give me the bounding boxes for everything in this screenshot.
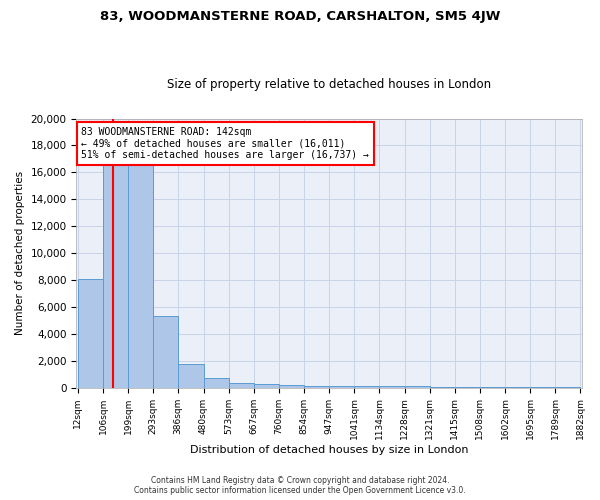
Text: 83 WOODMANSTERNE ROAD: 142sqm
← 49% of detached houses are smaller (16,011)
51% : 83 WOODMANSTERNE ROAD: 142sqm ← 49% of d…: [82, 126, 370, 160]
Bar: [254, 384, 279, 388]
Bar: [203, 378, 229, 388]
Bar: [304, 386, 329, 388]
Bar: [505, 387, 530, 388]
Bar: [279, 385, 304, 388]
Bar: [455, 387, 480, 388]
Bar: [103, 163, 128, 388]
Bar: [229, 383, 254, 388]
Text: Contains HM Land Registry data © Crown copyright and database right 2024.
Contai: Contains HM Land Registry data © Crown c…: [134, 476, 466, 495]
Text: 83, WOODMANSTERNE ROAD, CARSHALTON, SM5 4JW: 83, WOODMANSTERNE ROAD, CARSHALTON, SM5 …: [100, 10, 500, 23]
Y-axis label: Number of detached properties: Number of detached properties: [15, 171, 25, 335]
Bar: [329, 386, 355, 388]
Bar: [430, 386, 455, 388]
Bar: [178, 364, 203, 388]
Bar: [128, 163, 153, 388]
Bar: [355, 386, 379, 388]
X-axis label: Distribution of detached houses by size in London: Distribution of detached houses by size …: [190, 445, 469, 455]
Bar: [480, 387, 505, 388]
Bar: [379, 386, 404, 388]
Bar: [153, 316, 178, 388]
Bar: [404, 386, 430, 388]
Bar: [78, 278, 103, 388]
Title: Size of property relative to detached houses in London: Size of property relative to detached ho…: [167, 78, 491, 91]
